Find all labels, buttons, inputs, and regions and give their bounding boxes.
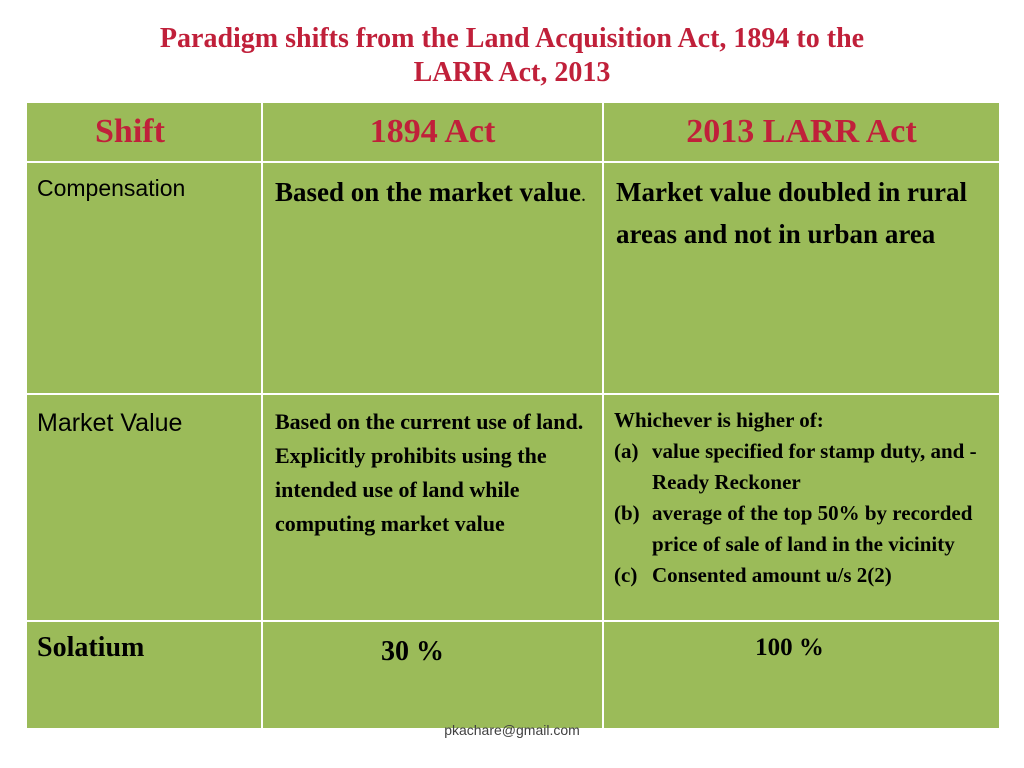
list-marker-a: (a) [614, 439, 639, 463]
slide-title-line-2: LARR Act, 2013 [413, 57, 611, 88]
text-1894-compensation: Based on the market value. [263, 163, 602, 216]
comparison-table: Shift 1894 Act 2013 LARR Act Compensatio… [25, 101, 1001, 730]
header-1894-act: 1894 Act [369, 113, 496, 150]
cell-shift-compensation: Compensation [25, 161, 263, 395]
list-item-a: (a) value specified for stamp duty, and … [614, 436, 991, 498]
cell-2013-compensation: Market value doubled in rural areas and … [602, 161, 1001, 395]
list-marker-c: (c) [614, 563, 638, 587]
list-text-b: average of the top 50% by recorded price… [652, 501, 973, 556]
row-label-compensation: Compensation [37, 175, 186, 201]
table-header-row: Shift 1894 Act 2013 LARR Act [25, 101, 1001, 163]
header-cell-2013: 2013 LARR Act [602, 101, 1001, 163]
header-2013-larr-act: 2013 LARR Act [686, 113, 917, 150]
list-intro: Whichever is higher of: [614, 408, 824, 432]
table-row-compensation: Compensation Based on the market value. … [25, 161, 1001, 395]
text-1894-solatium: 30 % [381, 636, 444, 667]
cell-1894-market-value: Based on the current use of land. Explic… [261, 393, 604, 622]
list-marker-b: (b) [614, 501, 640, 525]
row-label-solatium: Solatium [37, 632, 145, 663]
text-1894-compensation-body: Based on the market value [275, 177, 581, 207]
header-shift: Shift [95, 113, 165, 150]
table-row-market-value: Market Value Based on the current use of… [25, 393, 1001, 622]
footer-email: pkachare@gmail.com [444, 722, 580, 738]
text-1894-market-value: Based on the current use of land. Explic… [275, 409, 584, 536]
slide-title: Paradigm shifts from the Land Acquisitio… [0, 22, 1024, 90]
text-2013-compensation: Market value doubled in rural areas and … [616, 177, 968, 249]
list-2013-market-value: Whichever is higher of: (a) value specif… [604, 395, 999, 591]
text-1894-compensation-period: . [581, 184, 586, 206]
list-text-a: value specified for stamp duty, and - Re… [652, 439, 977, 494]
header-cell-1894: 1894 Act [261, 101, 604, 163]
cell-1894-compensation: Based on the market value. [261, 161, 604, 395]
text-2013-solatium: 100 % [755, 634, 824, 661]
cell-1894-solatium: 30 % [261, 620, 604, 730]
list-item-b: (b) average of the top 50% by recorded p… [614, 498, 991, 560]
list-text-c: Consented amount u/s 2(2) [652, 563, 892, 587]
slide-title-line-1: Paradigm shifts from the Land Acquisitio… [159, 23, 865, 54]
list-item-c: (c) Consented amount u/s 2(2) [614, 560, 991, 591]
cell-2013-solatium: 100 % [602, 620, 1001, 730]
cell-2013-market-value: Whichever is higher of: (a) value specif… [602, 393, 1001, 622]
table-row-solatium: Solatium 30 % 100 % [25, 620, 1001, 730]
cell-shift-solatium: Solatium [25, 620, 263, 730]
header-cell-shift: Shift [25, 101, 263, 163]
cell-shift-market-value: Market Value [25, 393, 263, 622]
row-label-market-value: Market Value [37, 409, 183, 437]
